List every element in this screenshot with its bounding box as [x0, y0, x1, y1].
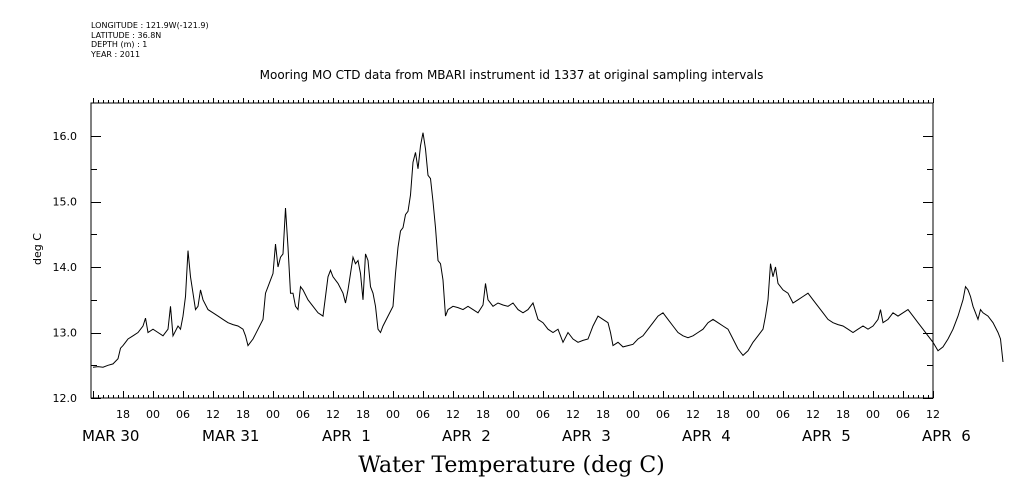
x-tick-label: 00 [386, 408, 400, 421]
date-label: MAR 30 [82, 427, 139, 445]
x-tick-label: 00 [266, 408, 280, 421]
x-tick-label: 00 [866, 408, 880, 421]
x-tick-label: 12 [446, 408, 460, 421]
plot-border [90, 102, 934, 399]
date-label: APR 1 [322, 427, 371, 445]
chart-title-wrap: Mooring MO CTD data from MBARI instrumen… [0, 68, 1009, 82]
depth-label: DEPTH (m) : 1 [91, 40, 148, 50]
x-axis: 18 00 06 12 18 00 06 12 18 00 06 12 18 00 06 12 18 00 06 12… [82, 98, 971, 445]
x-tick-label: 00 [626, 408, 640, 421]
plot-frame [90, 102, 934, 399]
date-label: MAR 31 [202, 427, 259, 445]
metadata-block: LONGITUDE : 121.9W(-121.9) LATITUDE : 36… [91, 21, 209, 59]
temperature-line [92, 132, 1004, 368]
x-tick-label: 12 [806, 408, 820, 421]
chart-title: Mooring MO CTD data from MBARI instrumen… [259, 68, 764, 82]
x-tick-label: 18 [716, 408, 730, 421]
x-tick-label: 18 [836, 408, 850, 421]
y-axis: 12.0 13.0 14.0 15.0 16.0 [53, 130, 933, 405]
date-label: APR 2 [442, 427, 491, 445]
x-tick-label: 18 [356, 408, 370, 421]
year-label: YEAR : 2011 [91, 49, 141, 59]
x-tick-label: 06 [896, 408, 910, 421]
y-tick-label: 12.0 [53, 392, 78, 405]
y-axis-label: deg C [31, 233, 44, 265]
date-label: APR 3 [562, 427, 611, 445]
x-tick-label: 18 [116, 408, 130, 421]
x-tick-label: 06 [296, 408, 310, 421]
x-tick-label: 12 [686, 408, 700, 421]
x-tick-label: 06 [776, 408, 790, 421]
date-label: APR 5 [802, 427, 851, 445]
x-tick-label: 00 [506, 408, 520, 421]
date-label: APR 4 [682, 427, 731, 445]
x-tick-label: 06 [536, 408, 550, 421]
x-tick-label: 18 [476, 408, 490, 421]
x-tick-label: 06 [416, 408, 430, 421]
x-axis-title-wrap: Water Temperature (deg C) [0, 453, 1009, 478]
x-tick-label: 18 [596, 408, 610, 421]
y-tick-label: 16.0 [53, 130, 78, 143]
latitude-label: LATITUDE : 36.8N [91, 30, 162, 40]
longitude-label: LONGITUDE : 121.9W(-121.9) [91, 21, 209, 30]
x-tick-label: 06 [656, 408, 670, 421]
y-tick-label: 13.0 [53, 327, 78, 340]
x-tick-label: 18 [236, 408, 250, 421]
x-tick-label: 12 [326, 408, 340, 421]
y-tick-label: 15.0 [53, 196, 78, 209]
date-label: APR 6 [922, 427, 971, 445]
x-tick-label: 00 [146, 408, 160, 421]
y-tick-label: 14.0 [53, 261, 78, 274]
x-tick-label: 06 [176, 408, 190, 421]
x-tick-label: 12 [926, 408, 940, 421]
x-tick-label: 00 [746, 408, 760, 421]
x-tick-label: 12 [566, 408, 580, 421]
x-axis-title: Water Temperature (deg C) [358, 453, 665, 478]
x-tick-label: 12 [206, 408, 220, 421]
